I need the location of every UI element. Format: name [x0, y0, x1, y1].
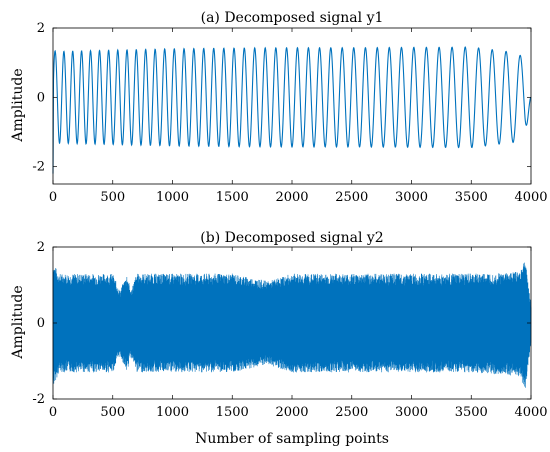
- panel-a-xtick-label: 4000: [514, 190, 547, 205]
- panel-a-xtick-label: 500: [100, 190, 125, 205]
- panel-a-ytick-label: -2: [32, 160, 45, 175]
- panel-b-xtick-label: 1000: [156, 405, 189, 420]
- panel-b-ytick-label: 2: [37, 240, 45, 255]
- panel-a-xtick-label: 2000: [275, 190, 308, 205]
- panel-b-xtick-label: 3500: [455, 405, 488, 420]
- panel-b-ytick-label: -2: [32, 392, 45, 407]
- panel-b-xtick-label: 2000: [275, 405, 308, 420]
- panel-b-xtick-label: 4000: [514, 405, 547, 420]
- panel-b-xtick-label: 0: [49, 405, 57, 420]
- panel-a-xtick-label: 1500: [216, 190, 249, 205]
- panel-a-title: (a) Decomposed signal y1: [201, 10, 384, 26]
- panel-a-plot-area: [52, 46, 532, 174]
- panel-a-ytick-label: 2: [37, 21, 45, 36]
- panel-b-xtick-label: 1500: [216, 405, 249, 420]
- panel-b-plot-area: [52, 262, 532, 388]
- panel-a-xtick-label: 3500: [455, 190, 488, 205]
- panel-a-xtick-label: 3000: [395, 190, 428, 205]
- panel-b-ticks: 0 500 1000 1500 2000 2500 3000 3500 4000 -2 0 2: [32, 240, 547, 420]
- panel-a-series-line: [52, 46, 532, 174]
- panel-b-xlabel: Number of sampling points: [195, 431, 389, 447]
- panel-a-xtick-label: 2500: [335, 190, 368, 205]
- panel-b-ylabel: Amplitude: [10, 285, 26, 359]
- panel-a-ticks: 0 500 1000 1500 2000 2500 3000 3500 4000 -2 0 2: [32, 21, 547, 205]
- panel-b-xtick-label: 2500: [335, 405, 368, 420]
- panel-b: (b) Decomposed signal y2 Amplitude Numbe…: [10, 230, 548, 447]
- panel-b-xtick-label: 500: [100, 405, 125, 420]
- panel-a: (a) Decomposed signal y1 Amplitude 0 500 1…: [10, 10, 548, 205]
- panel-b-series-line: [52, 262, 532, 388]
- panel-a-xtick-label: 0: [49, 190, 57, 205]
- panel-a-ylabel: Amplitude: [10, 68, 26, 142]
- panel-b-ytick-label: 0: [37, 316, 45, 331]
- panel-b-title: (b) Decomposed signal y2: [200, 230, 383, 246]
- panel-b-xtick-label: 3000: [395, 405, 428, 420]
- panel-a-xtick-label: 1000: [156, 190, 189, 205]
- panel-a-ytick-label: 0: [37, 90, 45, 105]
